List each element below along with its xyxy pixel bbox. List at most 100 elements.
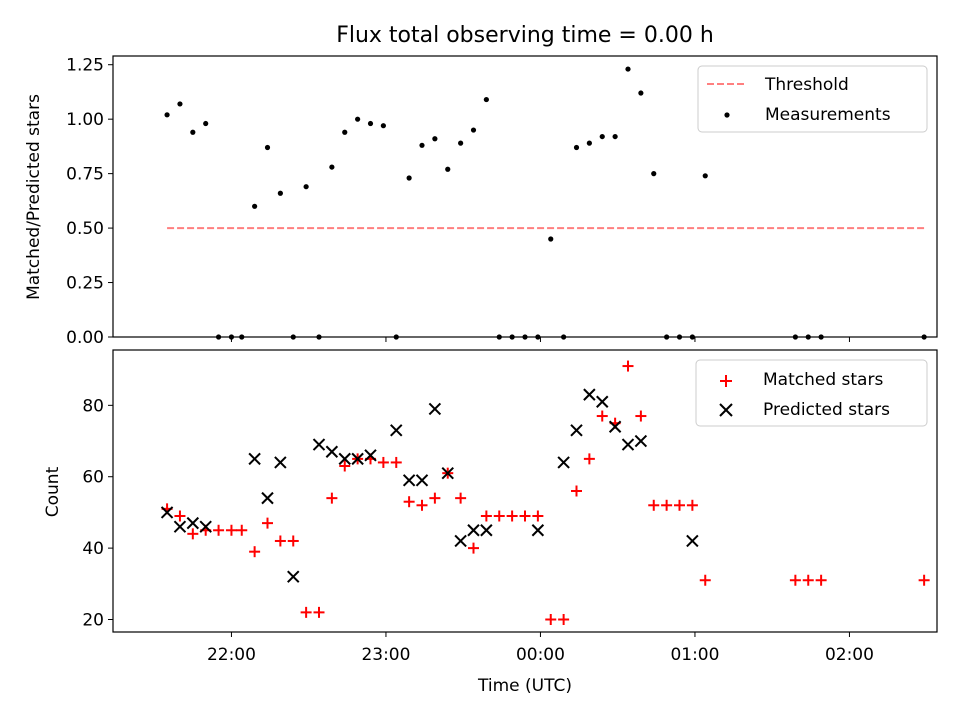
predicted-star-point	[428, 402, 442, 416]
measurement-point	[638, 90, 644, 96]
matched-star-point	[390, 456, 402, 468]
measurement-point	[702, 173, 708, 179]
measurement-point	[342, 129, 348, 135]
measurement-point	[432, 136, 438, 142]
measurement-point	[264, 144, 271, 151]
x-tick-label: 23:00	[361, 645, 410, 665]
top-legend: Threshold Measurements	[697, 65, 928, 133]
predicted-star-point	[173, 520, 187, 533]
matched-star-point	[468, 542, 479, 554]
matched-star-point	[622, 360, 634, 372]
matched-star-point	[571, 485, 582, 497]
bottom-y-tick-label: 60	[82, 468, 104, 488]
predicted-star-point	[441, 466, 454, 480]
matched-star-point	[429, 492, 441, 504]
top-legend-box	[697, 65, 928, 133]
measurement-point	[445, 166, 451, 172]
x-axis-label: Time (UTC)	[477, 676, 572, 696]
predicted-star-point	[274, 456, 287, 469]
predicted-star-point	[621, 438, 635, 451]
predicted-star-point	[325, 445, 339, 458]
matched-star-point	[815, 574, 827, 586]
top-y-tick-label: 1.25	[66, 56, 104, 76]
predicted-star-point	[480, 524, 493, 537]
matched-legend-swatch	[720, 375, 732, 387]
top-y-tick-label: 0.00	[66, 328, 104, 348]
top-axes-frame	[112, 55, 938, 338]
x-tick-label: 00:00	[516, 645, 565, 665]
predicted-star-point	[570, 424, 583, 437]
predicted-star-point	[596, 395, 609, 408]
top-y-tick-label: 0.75	[66, 165, 104, 185]
matched-star-point	[187, 528, 199, 540]
measurement-point	[380, 123, 386, 129]
predicted-star-point	[287, 570, 300, 583]
bottom-legend-box	[695, 359, 928, 427]
measurements-legend-swatch	[724, 112, 730, 118]
measurement-point	[470, 127, 477, 133]
predicted-star-point	[402, 474, 416, 487]
matched-star-point	[674, 499, 685, 511]
top-y-tick-label: 1.00	[66, 110, 104, 130]
measurement-point	[277, 190, 283, 196]
top-y-axis-label: Matched/Predicted stars	[24, 94, 44, 300]
top-plot-area: 0.00 0.25 0.50 0.75 1.00 1.25	[66, 56, 927, 348]
predicted-star-point	[186, 516, 200, 530]
x-tick-label: 01:00	[670, 645, 719, 665]
predicted-star-point	[390, 424, 403, 437]
predicted-star-point	[338, 452, 351, 466]
top-y-tick-label: 0.25	[66, 274, 104, 294]
matched-star-point	[416, 499, 428, 511]
measurement-point	[177, 101, 183, 107]
measurement-point	[329, 164, 335, 170]
bottom-axes-frame	[112, 349, 938, 633]
predicted-star-point	[583, 388, 596, 401]
matched-star-point	[686, 499, 698, 511]
matched-star-point	[635, 410, 647, 422]
predicted-star-point	[160, 506, 174, 519]
predicted-star-point	[351, 452, 364, 466]
x-tick-label: 02:00	[825, 645, 874, 665]
predicted-legend-swatch	[719, 403, 733, 417]
matched-star-point	[545, 614, 557, 626]
chart-title: Flux total observing time = 0.00 h	[336, 23, 714, 48]
predicted-star-point	[454, 534, 467, 548]
matched-star-point	[455, 492, 467, 504]
measurement-point	[203, 120, 209, 127]
predicted-star-point	[557, 456, 570, 469]
measurement-point	[419, 142, 425, 148]
measurements-legend-label: Measurements	[765, 105, 891, 125]
measurement-point	[303, 184, 309, 190]
top-panel: Matched/Predicted stars 0.00 0.25 0.50 0.75…	[24, 55, 938, 348]
predicted-star-point	[415, 474, 429, 487]
matched-star-point	[519, 510, 531, 522]
matched-star-point	[789, 574, 801, 586]
measurement-point	[406, 175, 412, 181]
matched-star-point	[558, 614, 570, 626]
predicted-star-point	[634, 434, 648, 448]
measurement-point	[586, 140, 592, 146]
matched-star-point	[313, 606, 325, 618]
measurement-point	[573, 144, 580, 151]
threshold-legend-label: Threshold	[764, 75, 849, 95]
matched-star-point	[699, 574, 711, 586]
measurement-point	[612, 133, 618, 140]
matched-star-point	[213, 524, 225, 536]
bottom-y-tick-label: 40	[82, 539, 104, 559]
measurement-point	[355, 116, 361, 122]
measurement-point	[190, 129, 196, 135]
matched-star-point	[174, 510, 186, 522]
x-tick-label: 22:00	[207, 645, 256, 665]
measurement-point	[367, 120, 374, 127]
measurement-point	[625, 66, 631, 72]
predicted-star-point	[248, 452, 261, 466]
matched-star-point	[596, 410, 608, 422]
matched-star-point	[249, 546, 261, 558]
matched-star-point	[480, 510, 492, 522]
matched-star-point	[339, 460, 351, 472]
matched-star-point	[300, 606, 312, 618]
measurement-point	[483, 96, 489, 103]
matched-star-point	[262, 517, 273, 529]
